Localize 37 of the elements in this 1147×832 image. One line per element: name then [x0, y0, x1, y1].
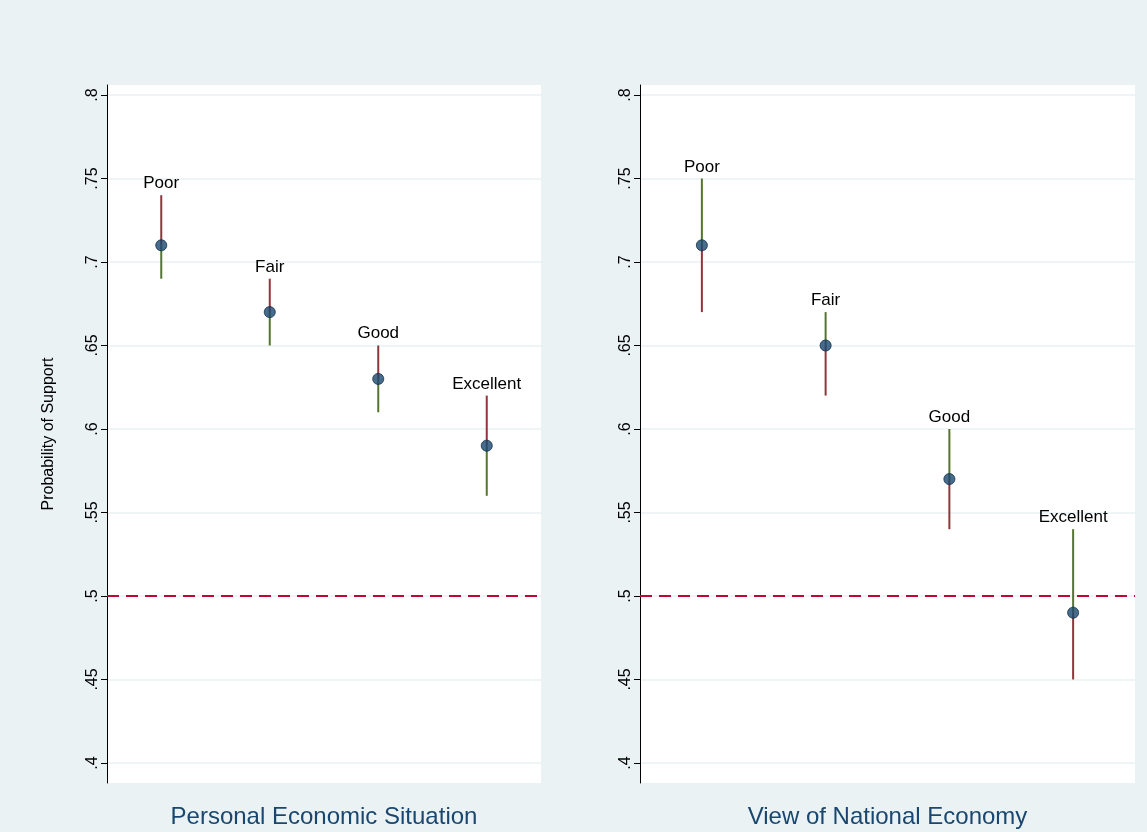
- y-tick-label: .5: [82, 589, 100, 603]
- y-tick-label: .65: [82, 334, 100, 357]
- y-tick-label: .4: [82, 756, 100, 770]
- x-tick-label: Fair: [255, 256, 285, 276]
- point: [1067, 606, 1080, 619]
- x-axis-title: View of National Economy: [747, 801, 1028, 829]
- y-tick-label: .75: [82, 167, 100, 190]
- point: [263, 306, 276, 319]
- y-tick-label: .45: [82, 668, 100, 691]
- x-axis-title: Personal Economic Situation: [170, 801, 478, 829]
- point: [943, 473, 956, 486]
- y-tick-label: .7: [82, 255, 100, 269]
- x-tick-label: Excellent: [452, 373, 522, 393]
- y-tick-label: .6: [82, 422, 100, 436]
- x-tick-label: Poor: [143, 173, 180, 193]
- point: [695, 239, 708, 252]
- point: [480, 439, 493, 452]
- y-tick-label: .75: [615, 167, 633, 190]
- x-tick-label: Poor: [683, 156, 721, 176]
- x-tick-label: Excellent: [1038, 507, 1108, 527]
- y-tick-label: .65: [615, 334, 633, 357]
- y-tick-label: .7: [615, 255, 633, 269]
- point: [155, 239, 168, 252]
- y-axis-title: Probability of Support: [38, 356, 56, 511]
- y-tick-label: .5: [615, 589, 633, 603]
- x-tick-label: Good: [928, 406, 971, 426]
- y-tick-label: .55: [82, 501, 100, 524]
- y-tick-label: .8: [82, 88, 100, 102]
- point: [372, 372, 385, 385]
- y-tick-label: .55: [615, 501, 633, 524]
- y-tick-label: .45: [615, 668, 633, 691]
- x-tick-label: Good: [357, 323, 400, 343]
- x-tick-label: Fair: [810, 290, 841, 310]
- y-tick-label: .4: [615, 756, 633, 770]
- point: [819, 339, 832, 352]
- y-tick-label: .6: [615, 422, 633, 436]
- y-tick-label: .8: [615, 88, 633, 102]
